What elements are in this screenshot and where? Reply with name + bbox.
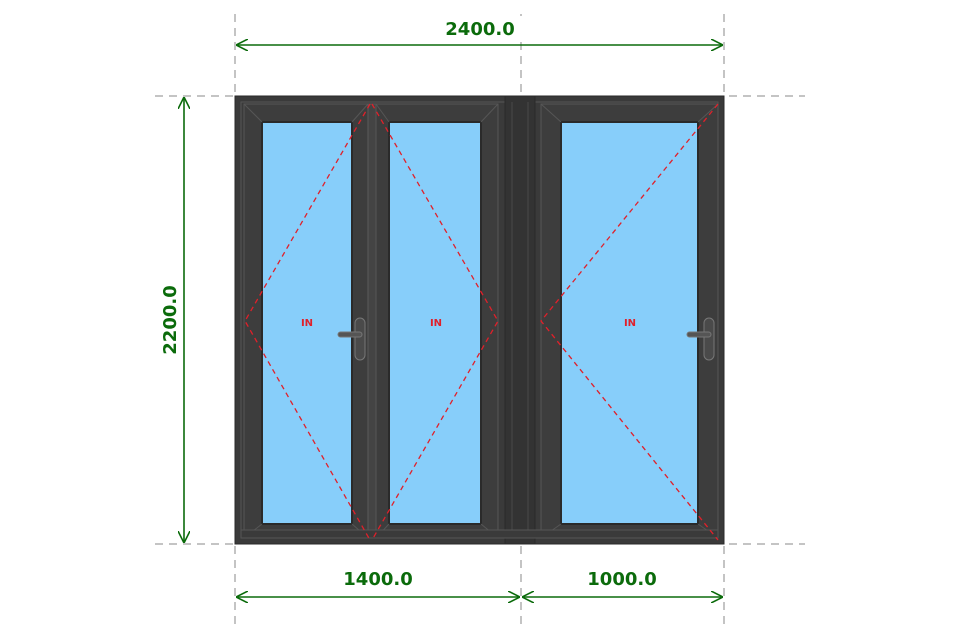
height-label: 2200.0 xyxy=(160,285,181,354)
sash-3-glass xyxy=(560,121,699,525)
sash-meeting-stile xyxy=(367,103,377,539)
sash-3-opening-marker xyxy=(540,103,719,541)
right-section-width-label: 1000.0 xyxy=(587,569,656,590)
threshold xyxy=(240,529,719,539)
sash-1-glass xyxy=(261,121,353,525)
handle-icon xyxy=(337,317,366,361)
sash-2-opening-marker xyxy=(371,103,499,541)
opening-indicators xyxy=(244,103,719,541)
sash-1-opening-marker xyxy=(244,103,371,541)
total-width-label: 2400.0 xyxy=(445,19,514,40)
sash-3-direction-label: IN xyxy=(624,318,636,329)
dimension-lines xyxy=(184,45,722,597)
sash-2-glass xyxy=(388,121,482,525)
sash-2 xyxy=(375,103,499,539)
sash-2-direction-label: IN xyxy=(430,318,442,329)
handle-icon xyxy=(686,317,715,361)
fixed-mullion xyxy=(504,95,536,545)
left-section-width-label: 1400.0 xyxy=(343,569,412,590)
sash-1-direction-label: IN xyxy=(301,318,313,329)
